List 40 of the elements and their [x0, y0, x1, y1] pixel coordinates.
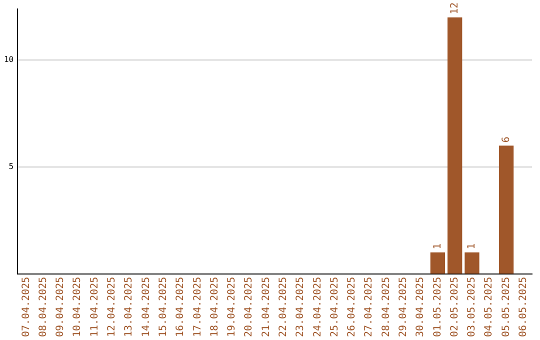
x-tick-label: 14.04.2025	[140, 276, 152, 338]
x-tick-label: 18.04.2025	[209, 276, 220, 338]
x-tick-label: 05.05.2025	[500, 276, 512, 338]
x-tick-label: 21.04.2025	[260, 276, 272, 338]
x-tick-label: 15.04.2025	[158, 276, 169, 338]
x-tick-label: 01.05.2025	[432, 276, 444, 338]
x-tick-label: 07.04.2025	[20, 276, 32, 338]
x-tick-label: 22.04.2025	[278, 276, 289, 338]
y-tick-label: 10	[4, 55, 14, 64]
x-tick-label: 24.04.2025	[312, 276, 324, 338]
data-label: 1	[466, 243, 478, 250]
data-label: 1	[432, 243, 444, 250]
x-tick-label: 13.04.2025	[124, 276, 135, 338]
bar	[430, 252, 446, 274]
x-tick-label: 20.04.2025	[244, 276, 255, 338]
x-tick-label: 12.04.2025	[106, 276, 118, 338]
x-tick-label: 09.04.2025	[55, 276, 66, 338]
x-tick-label: 28.04.2025	[380, 276, 392, 338]
x-tick-label: 27.04.2025	[364, 276, 375, 338]
x-tick-label: 06.05.2025	[518, 276, 530, 338]
x-tick-label: 19.04.2025	[226, 276, 238, 338]
bar	[448, 17, 462, 274]
x-tick-label: 29.04.2025	[398, 276, 409, 338]
x-tick-label: 26.04.2025	[346, 276, 358, 338]
y-tick-label: 5	[8, 162, 14, 172]
bar	[498, 146, 514, 274]
x-tick-label: 23.04.2025	[295, 276, 306, 338]
x-tick-label: 16.04.2025	[175, 276, 186, 338]
x-tick-label: 04.05.2025	[484, 276, 495, 338]
data-label: 12	[449, 2, 460, 14]
x-tick-label: 25.04.2025	[329, 276, 340, 338]
x-tick-label: 10.04.2025	[72, 276, 84, 338]
x-tick-label: 03.05.2025	[466, 276, 478, 338]
x-tick-label: 02.05.2025	[449, 276, 460, 338]
x-tick-label: 11.04.2025	[89, 276, 100, 338]
data-label: 6	[500, 136, 512, 143]
x-tick-label: 08.04.2025	[38, 276, 49, 338]
x-tick-label: 17.04.2025	[192, 276, 204, 338]
x-tick-label: 30.04.2025	[415, 276, 426, 338]
bar	[464, 252, 480, 274]
